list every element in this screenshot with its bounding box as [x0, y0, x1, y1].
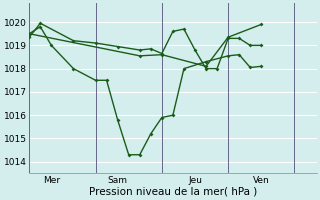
X-axis label: Pression niveau de la mer( hPa ): Pression niveau de la mer( hPa ) — [89, 187, 257, 197]
